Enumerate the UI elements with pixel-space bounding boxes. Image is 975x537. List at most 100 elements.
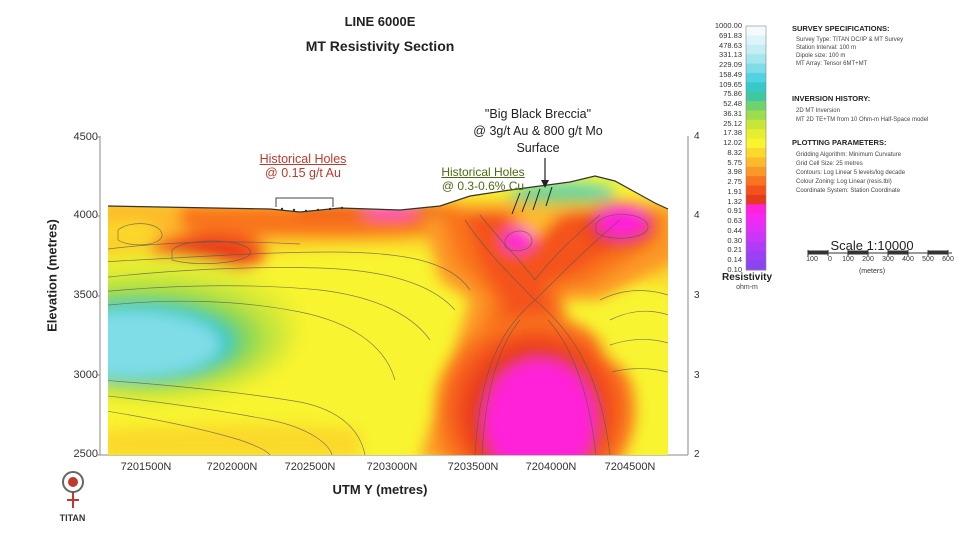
survey-spec-line: MT Array: Tensor 6MT+MT [796, 61, 868, 67]
colorbar-tick-label: 0.44 [727, 225, 742, 235]
colorbar-swatch [746, 82, 766, 93]
colorbar-tick-label: 8.32 [727, 147, 742, 157]
colorbar-tick-label: 0.63 [727, 216, 742, 226]
colorbar-swatch [746, 35, 766, 46]
chart-title: LINE 6000E [344, 14, 416, 29]
colorbar-swatch [746, 213, 766, 224]
annotation-line: Surface [516, 141, 560, 155]
colorbar [745, 25, 767, 271]
colorbar-tick-label: 109.65 [719, 79, 742, 89]
right-y-tick-label: 4 [694, 210, 700, 221]
y-tick-label: 4500 [73, 131, 98, 143]
colorbar-swatch [746, 138, 766, 149]
survey-spec-line: Survey Type: TITAN DC/IP & MT Survey [796, 37, 904, 43]
colorbar-tick-label: 12.02 [723, 138, 742, 148]
scale-tick-label: 100 [806, 256, 818, 263]
colorbar-tick-label: 0.21 [727, 245, 742, 255]
colorbar-swatch [746, 260, 766, 271]
inversion-line: 2D MT Inversion [796, 108, 840, 114]
colorbar-swatch [746, 166, 766, 177]
drill-holes [511, 186, 553, 215]
scale-tick-label: 400 [902, 256, 914, 263]
titan-logo-icon [62, 471, 84, 508]
colorbar-swatch [746, 194, 766, 205]
logo-text: TITAN [59, 513, 86, 523]
plotting-line: Grid Cell Size: 25 metres [796, 161, 863, 167]
colorbar-tick-label: 229.09 [719, 60, 742, 70]
colorbar-swatch [746, 241, 766, 252]
colorbar-swatch [746, 129, 766, 140]
colorbar-tick-label: 25.12 [723, 118, 742, 128]
colorbar-tick-label: 331.13 [719, 50, 742, 60]
colorbar-tick-label: 1.91 [727, 186, 742, 196]
annotation-historical-holes-cu: Historical Holes @ 0.3-0.6% Cu [428, 165, 538, 193]
inversion-history-heading: INVERSION HISTORY: [792, 94, 871, 103]
scale-tick-label: 200 [862, 256, 874, 263]
colorbar-tick-label: 0.14 [727, 255, 742, 265]
colorbar-swatch [746, 157, 766, 168]
resistivity-field [108, 176, 668, 455]
colorbar-tick-label: 52.48 [723, 99, 742, 109]
plotting-line: Contours: Log Linear 5 levels/log decade [796, 170, 906, 176]
colorbar-swatch [746, 44, 766, 55]
x-tick-label: 7202000N [206, 461, 258, 473]
plotting-params-heading: PLOTTING PARAMETERS: [792, 138, 887, 147]
annotation-line: Historical Holes [259, 152, 347, 166]
scale-title: Scale 1:10000 [830, 238, 914, 253]
colorbar-title: Resistivity [721, 272, 773, 283]
colorbar-tick-label: 1.32 [727, 196, 742, 206]
y-tick-label: 3500 [73, 289, 98, 301]
colorbar-tick-label: 2.75 [727, 177, 742, 187]
colorbar-tick-label: 478.63 [719, 40, 742, 50]
right-y-tick-label: 2 [694, 449, 700, 460]
annotation-historical-holes-au: Historical Holes @ 0.15 g/t Au [248, 152, 358, 180]
colorbar-unit: ohm-m [736, 284, 758, 291]
annotation-line: @ 0.3-0.6% Cu [441, 179, 525, 193]
x-axis-label: UTM Y (metres) [332, 482, 428, 497]
breccia-arrow-head [541, 180, 549, 188]
colorbar-swatch [746, 185, 766, 196]
colorbar-swatch [746, 232, 766, 243]
colorbar-swatch [746, 91, 766, 102]
colorbar-swatch [746, 54, 766, 65]
colorbar-swatch [746, 101, 766, 111]
colorbar-swatch [746, 26, 766, 36]
colorbar-swatch [746, 223, 766, 233]
plotting-line: Coordinate System: Station Coordinate [796, 188, 901, 194]
colorbar-swatch [746, 251, 766, 262]
y-tick-label: 3000 [73, 369, 98, 381]
scale-tick-label: 0 [828, 256, 832, 263]
station-markers [280, 206, 344, 213]
colorbar-tick-label: 0.10 [727, 265, 742, 274]
colorbar-tick-label: 17.38 [723, 128, 742, 138]
colorbar-tick-label: 0.30 [727, 235, 742, 245]
colorbar-swatch [746, 72, 766, 83]
historical-holes-bracket [275, 197, 334, 207]
colorbar-swatch [746, 119, 766, 130]
colorbar-tick-label: 5.75 [727, 157, 742, 167]
colorbar-tick-label: 1000.00 [714, 21, 742, 30]
colorbar-swatch [746, 110, 766, 121]
scale-unit: (meters) [858, 268, 886, 275]
topography-line [107, 175, 669, 213]
right-y-tick-label: 3 [694, 370, 700, 381]
annotation-line: "Big Black Breccia" [484, 107, 592, 121]
annotation-line: @ 0.15 g/t Au [265, 166, 341, 180]
right-y-tick-label: 3 [694, 290, 700, 301]
x-tick-label: 7203000N [366, 461, 418, 473]
right-y-tick-label: 4 [694, 131, 700, 142]
survey-spec-line: Station Interval: 100 m [796, 45, 857, 51]
x-tick-label: 7203500N [447, 461, 499, 473]
x-tick-label: 7201500N [120, 461, 172, 473]
colorbar-tick-label: 36.31 [723, 108, 742, 118]
x-tick-label: 7204500N [604, 461, 656, 473]
y-tick-label: 2500 [73, 448, 98, 460]
scale-tick-label: 600 [942, 256, 954, 263]
chart-subtitle: MT Resistivity Section [305, 38, 455, 54]
colorbar-swatch [746, 148, 766, 158]
annotation-big-black-breccia: "Big Black Breccia" @ 3g/t Au & 800 g/t … [458, 106, 618, 157]
colorbar-tick-label: 158.49 [719, 69, 742, 79]
survey-spec-heading: SURVEY SPECIFICATIONS: [792, 24, 890, 33]
plotting-line: Colour Zoning: Log Linear (resis.tbl) [796, 179, 892, 185]
